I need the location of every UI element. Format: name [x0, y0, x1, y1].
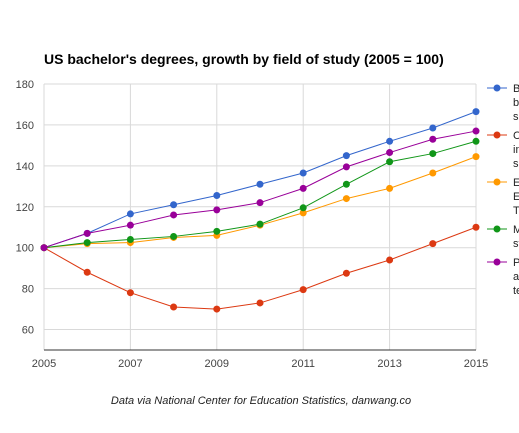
data-point — [386, 137, 394, 145]
y-tick-label: 180 — [16, 79, 34, 91]
data-point — [256, 199, 264, 207]
data-point — [299, 184, 307, 192]
data-point — [126, 236, 134, 244]
data-point — [386, 256, 394, 264]
series-line — [43, 226, 477, 310]
legend-label-line: E — [513, 177, 519, 189]
data-point — [386, 158, 394, 166]
data-point — [170, 201, 178, 209]
legend-label-line: E — [513, 191, 519, 203]
data-point — [170, 232, 178, 240]
series-line — [43, 140, 477, 249]
legend-label-line: as — [513, 271, 519, 283]
data-point — [429, 169, 437, 177]
data-point — [126, 221, 134, 229]
legend-swatch-marker — [493, 131, 501, 139]
legend-label-line: B — [513, 83, 519, 95]
data-point — [299, 209, 307, 217]
data-point — [429, 124, 437, 132]
data-point — [213, 192, 221, 200]
y-tick-label: 140 — [16, 161, 34, 173]
legend-label-line: M — [513, 224, 519, 236]
data-point — [342, 180, 350, 188]
data-point — [256, 220, 264, 228]
data-point — [299, 286, 307, 294]
x-tick-label: 2011 — [291, 358, 315, 370]
legend-label-line: b — [513, 97, 519, 109]
data-point — [170, 303, 178, 311]
legend-label: Cin sc — [513, 130, 519, 170]
legend-label-line: T — [513, 205, 519, 217]
legend-label-line: in — [513, 144, 519, 156]
legend: BbsCinscEETMstPaste — [487, 83, 519, 297]
x-tick-label: 2015 — [464, 358, 488, 370]
x-tick-label: 2005 — [32, 358, 56, 370]
series-group — [40, 137, 480, 252]
x-tick-label: 2007 — [118, 358, 142, 370]
legend-label-line: s — [513, 111, 519, 123]
data-point — [256, 180, 264, 188]
data-point — [386, 149, 394, 157]
chart-title: US bachelor's degrees, growth by field o… — [44, 51, 444, 67]
legend-label-line: P — [513, 257, 519, 269]
data-point — [126, 210, 134, 218]
y-tick-label: 100 — [16, 243, 34, 255]
legend-label: Pas te — [513, 257, 519, 297]
data-point — [342, 195, 350, 203]
series-group — [40, 127, 480, 252]
y-tick-label: 160 — [16, 120, 34, 132]
series-line — [43, 130, 477, 249]
legend-swatch-marker — [493, 258, 501, 266]
x-tick-label: 2013 — [377, 358, 401, 370]
legend-swatch-marker — [493, 178, 501, 186]
series-lines — [40, 108, 480, 313]
data-point — [472, 223, 480, 231]
data-point — [429, 240, 437, 248]
data-point — [472, 127, 480, 135]
data-point — [342, 152, 350, 160]
data-point — [213, 305, 221, 313]
x-tick-label: 2009 — [205, 358, 229, 370]
data-point — [126, 289, 134, 297]
data-point — [429, 135, 437, 143]
data-point — [472, 108, 480, 116]
data-point — [40, 244, 48, 252]
legend-label-line: te — [513, 285, 519, 297]
y-tick-label: 120 — [16, 202, 34, 214]
data-point — [299, 169, 307, 177]
data-point — [256, 299, 264, 307]
legend-swatch-marker — [493, 84, 501, 92]
data-point — [472, 153, 480, 161]
y-tick-label: 80 — [22, 284, 34, 296]
data-point — [213, 206, 221, 214]
series-group — [40, 223, 480, 313]
data-point — [83, 239, 91, 247]
data-point — [472, 137, 480, 145]
data-point — [213, 227, 221, 235]
legend-label-line: sc — [513, 158, 519, 170]
legend-label: Mst — [513, 224, 519, 250]
data-point — [83, 268, 91, 276]
gridlines — [43, 83, 477, 350]
legend-swatch-marker — [493, 225, 501, 233]
data-point — [83, 229, 91, 237]
data-point — [342, 163, 350, 171]
data-point — [342, 269, 350, 277]
data-point — [429, 150, 437, 158]
legend-label-line: st — [513, 238, 519, 250]
axes: 60 80 100 120 140 160 180 2005 2007 2009 2011 2013 2… — [16, 79, 489, 370]
data-point — [386, 184, 394, 192]
source-note: Data via National Center for Education S… — [111, 395, 411, 407]
data-point — [299, 204, 307, 212]
data-point — [170, 211, 178, 219]
y-tick-label: 60 — [22, 325, 34, 337]
legend-label-line: C — [513, 130, 519, 142]
